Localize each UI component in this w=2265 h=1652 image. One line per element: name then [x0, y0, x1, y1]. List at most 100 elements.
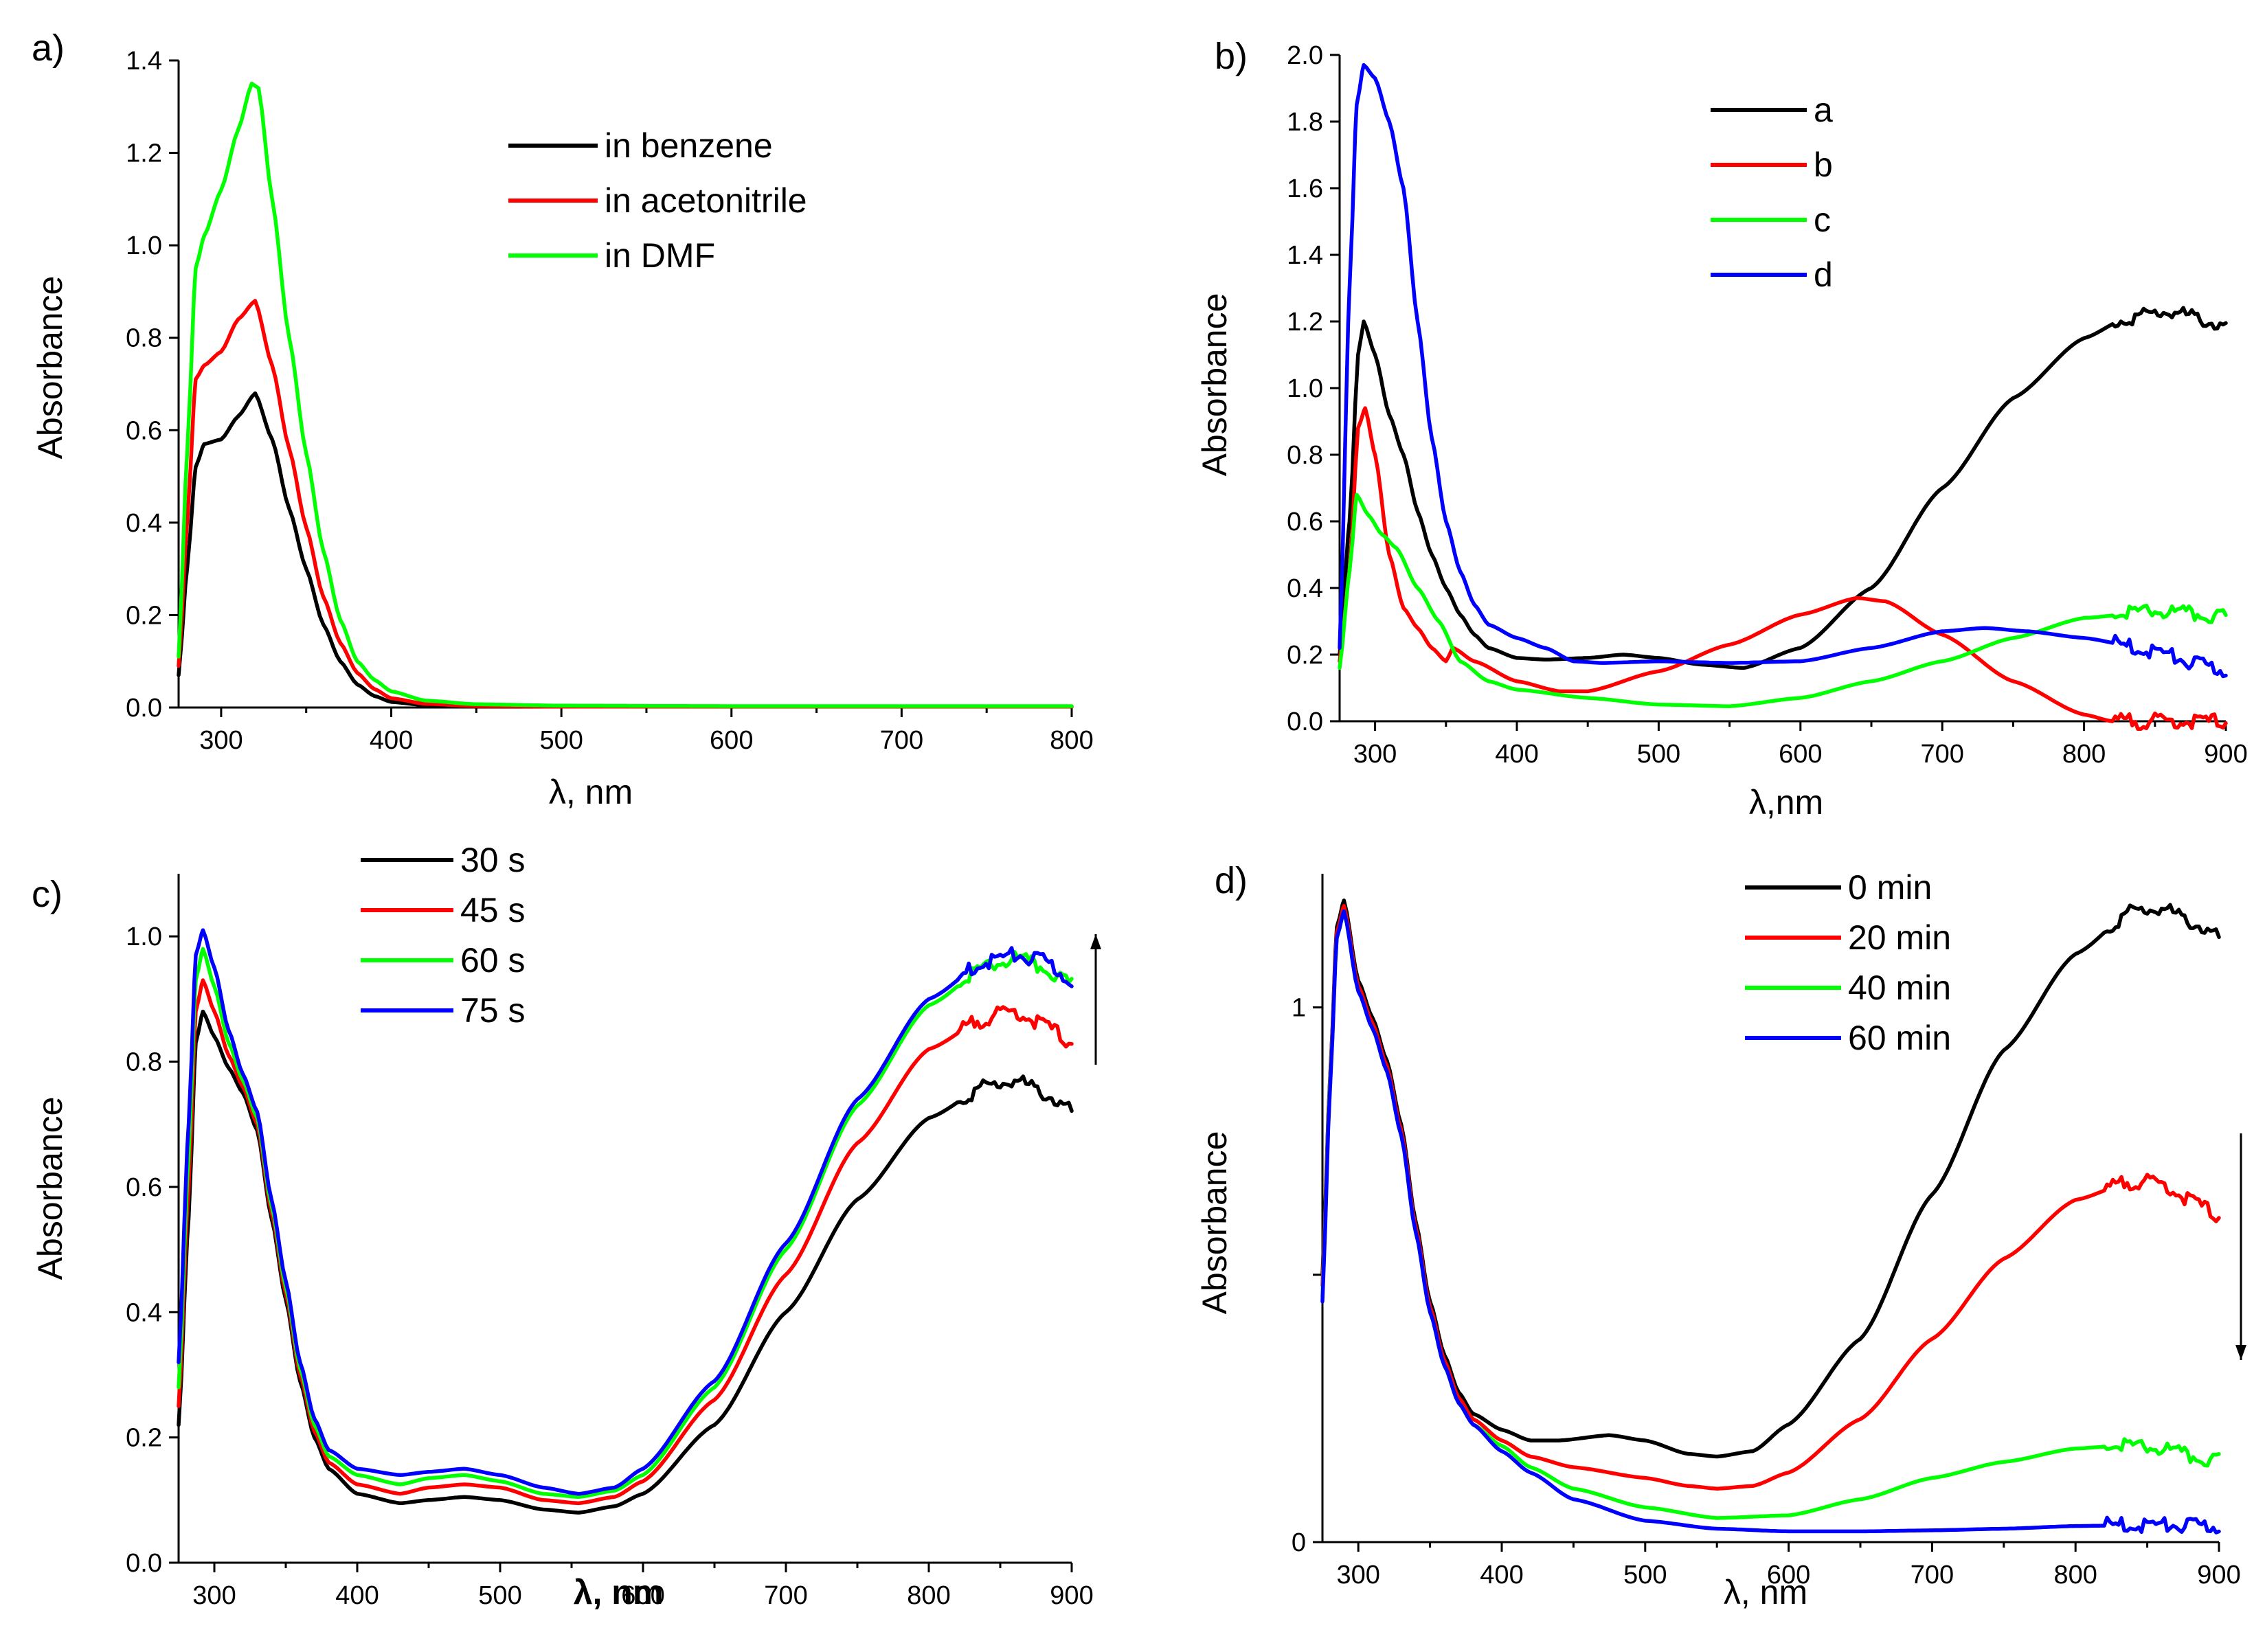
panel-d-x-tick-label: 700 — [1911, 1561, 1954, 1589]
panel-c-legend-label: 45 s — [460, 891, 526, 929]
panel-d-x-tick-label: 400 — [1480, 1561, 1523, 1589]
panel-a-plot: 300 400 500 600 700 800 0.0 0.2 0.4 0.6 0.8 1.0 1.2 1… — [126, 47, 1094, 755]
panel-b-legend-label: b — [1814, 146, 1833, 184]
panel-a-y-tick-label: 0.2 — [126, 601, 162, 630]
panel-c-x-tick-label: 800 — [907, 1581, 950, 1610]
panel-c-xlabel: λ, nm — [574, 1573, 664, 1611]
panel-b: b) λ,nm Absorbance 300 400 500 600 700 800 900… — [1195, 36, 2248, 822]
panel-c-y-tick-label: 0.0 — [126, 1549, 162, 1578]
panel-b-y-tick-label: 0.6 — [1287, 508, 1323, 536]
panel-c-legend-label: 60 s — [460, 941, 526, 980]
panel-b-plot: 300 400 500 600 700 800 900 0.0 0.2 0.4 0.6 0.8 1.0 1… — [1287, 41, 2248, 769]
panel-a-legend-label: in acetonitrile — [605, 181, 807, 220]
panel-b-series-1 — [1338, 306, 2228, 670]
panel-d-x-tick-label: 800 — [2053, 1561, 2097, 1589]
panel-d-letter: d) — [1215, 860, 1248, 901]
panel-d-series-4 — [1320, 909, 2221, 1535]
panel-b-x-tick-label: 900 — [2204, 740, 2247, 769]
panel-d-x-tick-label: 500 — [1623, 1561, 1667, 1589]
panel-a-x-tick-label: 300 — [199, 726, 243, 755]
panel-b-series-4 — [1338, 63, 2228, 679]
panel-b-legend-label: a — [1814, 91, 1833, 129]
panel-d-legend-label: 40 min — [1848, 969, 1951, 1007]
panel-b-y-tick-label: 0.2 — [1287, 641, 1323, 670]
panel-b-x-tick-label: 400 — [1495, 740, 1538, 769]
panel-d-series-3 — [1320, 909, 2221, 1520]
panel-b-y-tick-label: 2.0 — [1287, 41, 1323, 70]
panel-c-x-tick-label: 400 — [335, 1581, 379, 1610]
panel-a-series-3 — [177, 81, 1074, 708]
panel-b-x-tick-label: 500 — [1637, 740, 1680, 769]
panel-c-plot: 300 400 500 600 700 800 900 0.0 0.2 0.4 0.6 0.8 1.0 3… — [126, 841, 1101, 1610]
panel-d-ylabel: Absorbance — [1195, 1131, 1234, 1315]
panel-a: a) λ, nm Absorbance 300 400 500 600 700 800 0.… — [31, 27, 1094, 811]
panel-d-arrow-head — [2235, 1345, 2246, 1360]
panel-d-y-tick-label: 0 — [1292, 1528, 1306, 1557]
panel-d-x-tick-label: 300 — [1336, 1561, 1379, 1589]
panel-a-letter: a) — [32, 27, 65, 69]
panel-b-x-tick-label: 600 — [1779, 740, 1822, 769]
panel-b-legend-label: c — [1814, 201, 1831, 239]
panel-c-legend-label: 30 s — [460, 841, 526, 879]
panel-c-y-tick-label: 1.0 — [126, 923, 162, 951]
panel-d-x-tick-label: 900 — [2197, 1561, 2240, 1589]
panel-b-series-3 — [1338, 493, 2228, 708]
panel-a-x-tick-label: 500 — [539, 726, 583, 755]
panel-b-x-tick-label: 300 — [1353, 740, 1397, 769]
panel-a-legend-label: in benzene — [605, 126, 773, 165]
panel-a-x-tick-label: 600 — [710, 726, 753, 755]
panel-b-y-tick-label: 0.4 — [1287, 574, 1323, 603]
panel-c-x-tick-label: 600 — [621, 1581, 664, 1610]
panel-a-y-tick-label: 0.8 — [126, 324, 162, 353]
panel-a-xlabel: λ, nm — [549, 773, 633, 811]
panel-d-legend-label: 0 min — [1848, 868, 1932, 907]
panel-d-plot: 300 400 500 600 700 800 900 0 1 0 min 20 min 40 min… — [1292, 868, 2246, 1589]
panel-d-legend-label: 20 min — [1848, 918, 1951, 957]
panel-b-y-tick-label: 1.8 — [1287, 108, 1323, 137]
panel-b-xlabel: λ,nm — [1749, 783, 1823, 822]
panel-a-ylabel: Absorbance — [31, 276, 69, 460]
panel-b-letter: b) — [1215, 36, 1248, 77]
panel-a-y-tick-label: 0.4 — [126, 509, 162, 538]
panel-c-y-tick-label: 0.2 — [126, 1424, 162, 1453]
panel-a-y-tick-label: 0.6 — [126, 416, 162, 445]
panel-c-y-tick-label: 0.8 — [126, 1048, 162, 1077]
panel-c-series-3 — [177, 947, 1074, 1500]
panel-a-x-tick-label: 400 — [370, 726, 413, 755]
panel-c-x-tick-label: 500 — [478, 1581, 521, 1610]
panel-c-x-tick-label: 300 — [192, 1581, 236, 1610]
panel-b-y-tick-label: 1.0 — [1287, 374, 1323, 403]
panel-d-x-tick-label: 600 — [1767, 1561, 1810, 1589]
panel-a-y-tick-label: 1.4 — [126, 47, 162, 76]
panel-c-series-2 — [177, 978, 1074, 1506]
panel-d-y-tick-label: 1 — [1292, 994, 1306, 1023]
panel-b-y-tick-label: 1.4 — [1287, 241, 1323, 270]
panel-b-ylabel: Absorbance — [1195, 293, 1234, 477]
panel-c-ylabel: Absorbance — [31, 1097, 69, 1280]
panel-d-xlabel: λ, nm — [1724, 1573, 1807, 1611]
panel-b-y-tick-label: 1.6 — [1287, 174, 1323, 203]
panel-b-y-tick-label: 0.0 — [1287, 708, 1323, 736]
panel-d-series-1 — [1320, 898, 2221, 1459]
panel-b-legend-label: d — [1814, 256, 1833, 294]
panel-b-y-tick-label: 1.2 — [1287, 308, 1323, 337]
panel-d-series-2 — [1320, 903, 2221, 1491]
panel-b-x-tick-label: 700 — [1920, 740, 1963, 769]
panel-d: d) λ, nm Absorbance 300 400 500 600 700 800 90… — [1195, 860, 2246, 1611]
panel-a-legend-label: in DMF — [605, 236, 715, 275]
panel-c-y-tick-label: 0.4 — [126, 1298, 162, 1327]
panel-a-x-tick-label: 700 — [880, 726, 923, 755]
panel-c-y-tick-label: 0.6 — [126, 1173, 162, 1202]
panel-a-y-tick-label: 1.0 — [126, 231, 162, 260]
panel-a-y-tick-label: 0.0 — [126, 694, 162, 723]
panel-a-y-tick-label: 1.2 — [126, 139, 162, 168]
panel-b-y-tick-label: 0.8 — [1287, 441, 1323, 470]
panel-c-x-tick-label: 900 — [1050, 1581, 1093, 1610]
panel-c-x-tick-label: 700 — [764, 1581, 807, 1610]
panel-c-letter: c) — [32, 874, 63, 915]
panel-c: c) λ, nm Absorbance 300 400 500 600 700 800 90… — [31, 841, 1101, 1611]
panel-a-series-2 — [177, 299, 1074, 709]
panel-c-arrow-head — [1090, 934, 1101, 949]
panel-a-x-tick-label: 800 — [1050, 726, 1093, 755]
